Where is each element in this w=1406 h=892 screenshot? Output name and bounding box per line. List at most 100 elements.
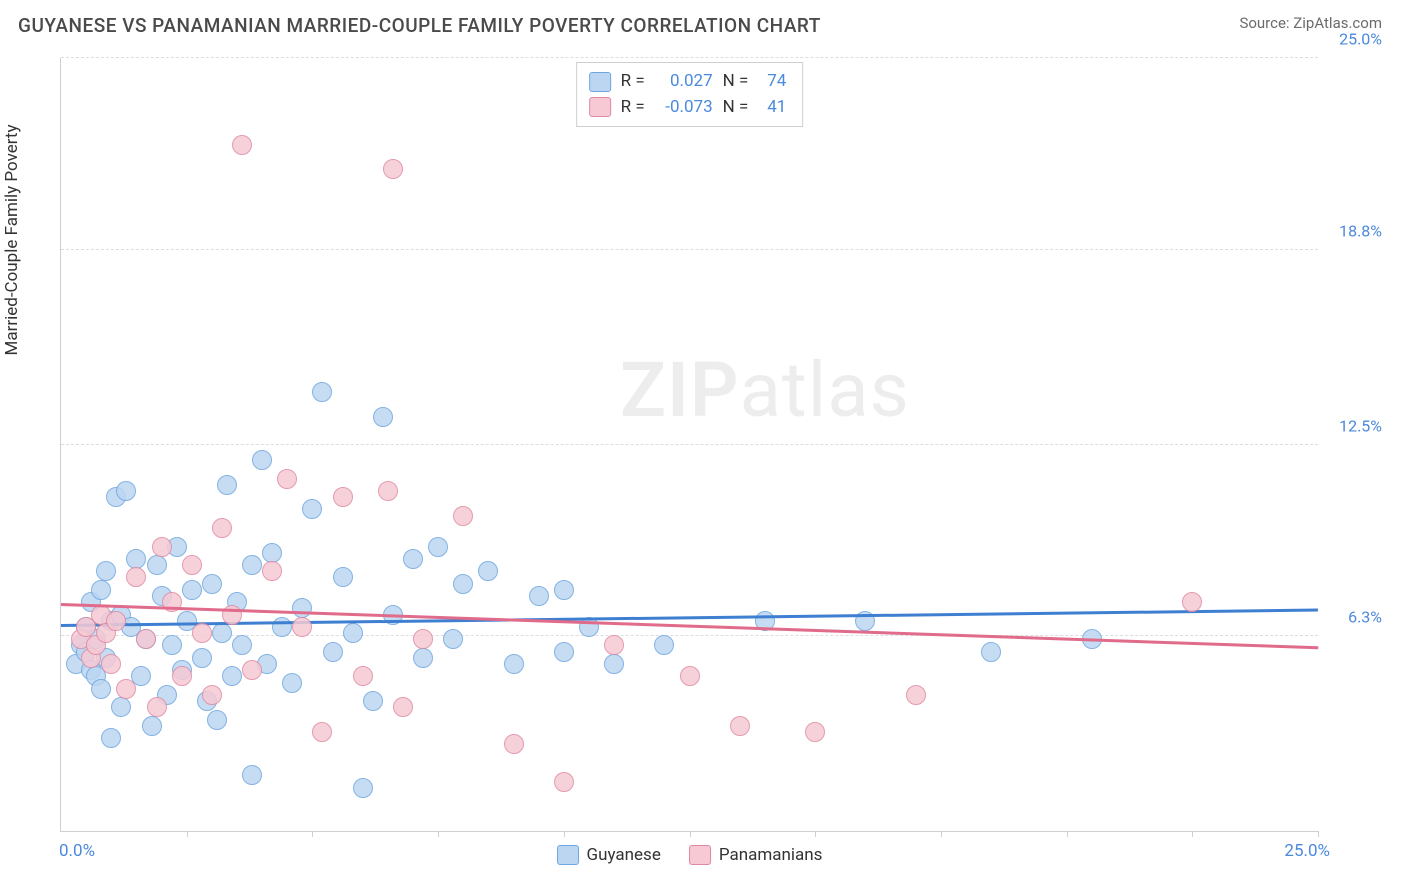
- stats-row-panamanians: R = -0.073 N = 41: [589, 95, 787, 121]
- scatter-point-guyanese: [202, 574, 222, 594]
- scatter-point-guyanese: [413, 648, 433, 668]
- watermark: ZIPatlas: [620, 345, 910, 435]
- scatter-point-guyanese: [604, 654, 624, 674]
- scatter-point-panamanians: [312, 722, 332, 742]
- x-tick: [1192, 831, 1193, 837]
- scatter-point-guyanese: [252, 450, 272, 470]
- scatter-point-guyanese: [212, 623, 232, 643]
- scatter-point-panamanians: [680, 666, 700, 686]
- legend-item-guyanese: Guyanese: [557, 845, 661, 865]
- scatter-point-panamanians: [202, 685, 222, 705]
- scatter-point-guyanese: [363, 691, 383, 711]
- scatter-point-panamanians: [413, 629, 433, 649]
- scatter-point-panamanians: [1182, 592, 1202, 612]
- scatter-point-panamanians: [212, 518, 232, 538]
- scatter-point-guyanese: [262, 543, 282, 563]
- scatter-point-panamanians: [554, 772, 574, 792]
- legend-label: Panamanians: [719, 845, 823, 865]
- scatter-point-guyanese: [207, 710, 227, 730]
- scatter-point-panamanians: [242, 660, 262, 680]
- x-axis-start-label: 0.0%: [59, 841, 95, 861]
- stats-legend-box: R = 0.027 N = 74 R = -0.073 N = 41: [576, 62, 804, 127]
- chart-container: Married-Couple Family Poverty ZIPatlas R…: [18, 48, 1388, 874]
- scatter-point-panamanians: [147, 697, 167, 717]
- scatter-point-guyanese: [232, 635, 252, 655]
- scatter-point-guyanese: [554, 642, 574, 662]
- scatter-point-panamanians: [393, 697, 413, 717]
- gridline-h: [61, 635, 1318, 636]
- scatter-point-guyanese: [373, 407, 393, 427]
- scatter-point-guyanese: [126, 549, 146, 569]
- scatter-point-panamanians: [504, 734, 524, 754]
- y-tick-label: 12.5%: [1339, 416, 1382, 435]
- scatter-point-guyanese: [323, 642, 343, 662]
- gridline-h: [61, 57, 1318, 58]
- scatter-point-guyanese: [272, 617, 292, 637]
- scatter-point-guyanese: [242, 765, 262, 785]
- scatter-point-guyanese: [428, 537, 448, 557]
- stat-r-value: -0.073: [655, 95, 713, 121]
- x-tick: [312, 831, 313, 837]
- gridline-h: [61, 249, 1318, 250]
- scatter-point-guyanese: [981, 642, 1001, 662]
- stat-n-label: N =: [723, 95, 749, 121]
- scatter-point-guyanese: [222, 666, 242, 686]
- x-tick: [438, 831, 439, 837]
- stat-r-value: 0.027: [655, 69, 713, 95]
- scatter-point-guyanese: [217, 475, 237, 495]
- scatter-point-guyanese: [353, 778, 373, 798]
- scatter-point-guyanese: [111, 697, 131, 717]
- legend-item-panamanians: Panamanians: [689, 845, 823, 865]
- stat-n-label: N =: [723, 69, 749, 95]
- scatter-point-guyanese: [478, 561, 498, 581]
- scatter-point-guyanese: [453, 574, 473, 594]
- stat-r-label: R =: [621, 95, 645, 121]
- x-tick: [690, 831, 691, 837]
- scatter-point-guyanese: [443, 629, 463, 649]
- scatter-point-panamanians: [292, 617, 312, 637]
- scatter-point-guyanese: [96, 561, 116, 581]
- scatter-point-panamanians: [604, 635, 624, 655]
- stat-r-label: R =: [621, 69, 645, 95]
- y-tick-label: 6.3%: [1348, 608, 1382, 627]
- scatter-point-guyanese: [554, 580, 574, 600]
- y-tick-label: 18.8%: [1339, 221, 1382, 240]
- x-tick: [187, 831, 188, 837]
- scatter-point-guyanese: [403, 549, 423, 569]
- scatter-point-panamanians: [222, 605, 242, 625]
- scatter-point-guyanese: [343, 623, 363, 643]
- scatter-point-guyanese: [101, 728, 121, 748]
- scatter-point-panamanians: [383, 159, 403, 179]
- scatter-point-panamanians: [730, 716, 750, 736]
- scatter-point-panamanians: [152, 537, 172, 557]
- scatter-point-panamanians: [126, 567, 146, 587]
- scatter-point-panamanians: [906, 685, 926, 705]
- scatter-point-guyanese: [504, 654, 524, 674]
- series-legend: Guyanese Panamanians: [557, 845, 823, 865]
- scatter-point-guyanese: [192, 648, 212, 668]
- scatter-point-guyanese: [529, 586, 549, 606]
- scatter-point-panamanians: [805, 722, 825, 742]
- scatter-point-panamanians: [116, 679, 136, 699]
- scatter-point-guyanese: [292, 598, 312, 618]
- x-axis-end-label: 25.0%: [1284, 841, 1330, 861]
- scatter-point-guyanese: [182, 580, 202, 600]
- x-tick: [1067, 831, 1068, 837]
- x-tick: [941, 831, 942, 837]
- stat-n-value: 74: [758, 69, 786, 95]
- scatter-point-guyanese: [302, 499, 322, 519]
- scatter-point-panamanians: [277, 469, 297, 489]
- scatter-point-guyanese: [312, 382, 332, 402]
- scatter-point-panamanians: [172, 666, 192, 686]
- scatter-point-panamanians: [192, 623, 212, 643]
- scatter-point-guyanese: [654, 635, 674, 655]
- scatter-point-panamanians: [262, 561, 282, 581]
- scatter-point-panamanians: [136, 629, 156, 649]
- gridline-h: [61, 444, 1318, 445]
- scatter-point-guyanese: [242, 555, 262, 575]
- swatch-panamanians: [589, 97, 611, 117]
- stat-n-value: 41: [758, 95, 786, 121]
- scatter-point-guyanese: [91, 580, 111, 600]
- x-tick: [564, 831, 565, 837]
- scatter-point-panamanians: [333, 487, 353, 507]
